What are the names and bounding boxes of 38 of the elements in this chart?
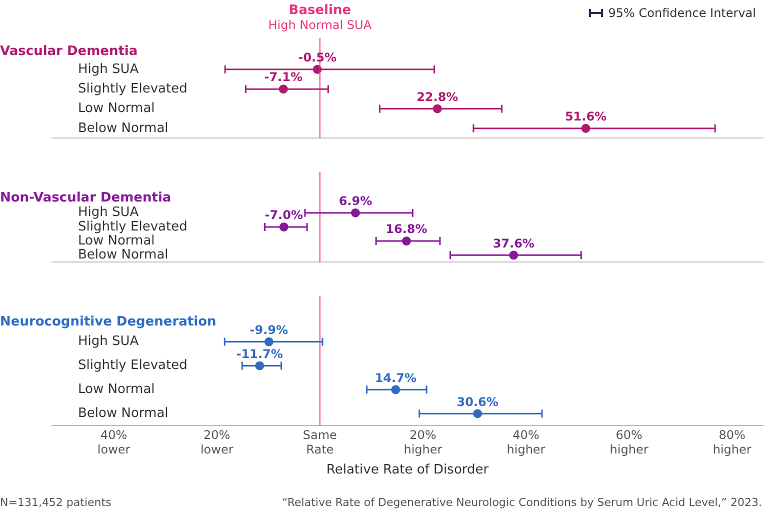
y-tick-label: Below Normal — [78, 120, 168, 136]
chart-title: Non-Vascular Dementia — [0, 190, 172, 206]
x-tick-label: 40% lower — [97, 428, 130, 456]
ref-line-label: Baseline High Normal SUA — [268, 2, 372, 32]
text: “Relative Rate of Degenerative Neurologic Conditions by Serum Uric Acid Level,” 2023. — [282, 496, 762, 509]
y-tick-label: Slightly Elevated — [78, 358, 188, 374]
data-label: 14.7% — [374, 370, 416, 385]
y-tick-label: Slightly Elevated — [78, 219, 188, 234]
y-tick-label: High SUA — [78, 334, 139, 350]
x-tick-label: Same Rate — [302, 428, 337, 456]
data-label: -9.9% — [250, 322, 288, 337]
data-label: -11.7% — [236, 346, 283, 361]
x-axis-title: Relative Rate of Disorder — [326, 462, 490, 478]
x-tick-label: 20% lower — [200, 428, 234, 456]
y-tick-label: Low Normal — [78, 101, 155, 116]
text: 95% Confidence Interval — [608, 6, 756, 20]
y-tick-label: High SUA — [78, 62, 139, 77]
y-tick-label: High SUA — [78, 205, 139, 220]
y-tick-label: Slightly Elevated — [78, 81, 188, 96]
y-tick-label: Below Normal — [78, 406, 168, 421]
text: N=131,452 patients — [0, 496, 112, 509]
data-label: 51.6% — [564, 110, 607, 124]
data-label: 16.8% — [386, 222, 428, 236]
x-tick-label: 80% higher — [712, 428, 752, 456]
y-tick-label: Low Normal — [78, 382, 155, 398]
text: Vascular Dementia — [0, 44, 138, 60]
x-tick-label: 20% higher — [404, 428, 442, 456]
x-tick-label: 40% higher — [506, 428, 546, 456]
data-label: -7.0% — [264, 208, 303, 222]
data-label: 6.9% — [338, 194, 372, 208]
data-label: 22.8% — [416, 90, 458, 104]
y-tick-label: Low Normal — [78, 233, 155, 248]
chart-title: Neurocognitive Degeneration — [0, 314, 216, 330]
y-tick-label: Below Normal — [78, 248, 168, 263]
x-tick-label: 60% higher — [610, 428, 648, 456]
data-label: -7.1% — [264, 70, 302, 84]
data-label: 30.6% — [456, 394, 498, 409]
data-label: 37.6% — [492, 236, 534, 250]
